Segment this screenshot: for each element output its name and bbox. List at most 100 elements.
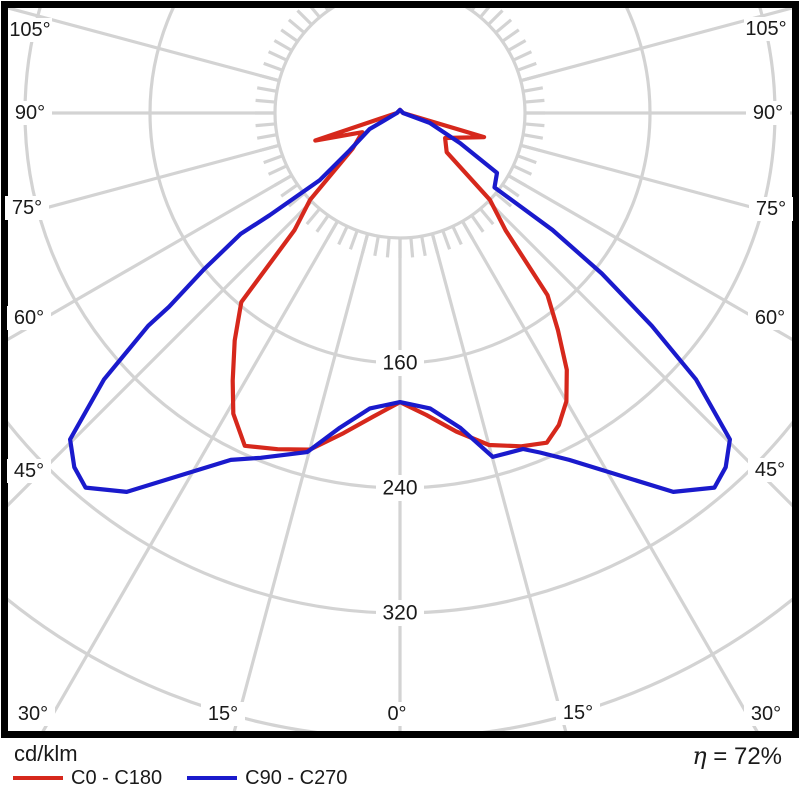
angle-label: 15°	[563, 702, 593, 724]
eta-symbol: η	[692, 742, 707, 770]
grid-minor-tick	[324, 8, 331, 13]
grid-minor-tick	[478, 8, 491, 20]
grid-spoke	[8, 173, 294, 342]
grid-spoke	[506, 173, 792, 342]
grid-minor-tick	[440, 228, 452, 250]
grid-minor-tick	[337, 224, 350, 246]
grid-minor-tick	[493, 191, 513, 208]
grid-minor-tick	[511, 163, 533, 176]
curve-c90-c270	[68, 107, 732, 494]
angle-label: 45°	[14, 460, 44, 482]
grid-minor-tick	[515, 153, 537, 165]
grid-minor-tick	[296, 9, 314, 27]
grid-spoke	[8, 199, 314, 508]
grid-minor-tick	[263, 153, 285, 165]
grid-minor-tick	[521, 86, 544, 94]
angle-label-backing	[8, 18, 52, 42]
angle-label-backing	[746, 101, 790, 125]
angle-label-backing	[744, 702, 788, 726]
angle-label: 75°	[12, 197, 42, 219]
grid-minor-tick	[500, 28, 520, 44]
grid-minor-tick	[348, 228, 360, 250]
angle-label: 60°	[14, 307, 44, 329]
grid-minor-tick	[450, 224, 463, 246]
angle-label: 105°	[745, 18, 786, 40]
grid-minor-tick	[267, 163, 289, 176]
grid-minor-tick	[280, 182, 300, 198]
grid-minor-tick	[506, 39, 527, 53]
grid-minor-tick	[452, 0, 461, 1]
radial-label-backing	[376, 350, 424, 376]
angle-label-backing	[5, 196, 49, 220]
grid-spoke	[232, 232, 370, 731]
curve-c0-c180	[230, 107, 569, 452]
angle-label-backing	[748, 306, 792, 330]
grid-minor-tick	[255, 122, 277, 128]
grid-minor-tick	[273, 39, 294, 53]
angle-label: 90°	[15, 102, 45, 124]
angle-label-backing	[8, 101, 52, 125]
angle-label-backing	[748, 458, 792, 482]
grid-minor-tick	[523, 98, 545, 104]
grid-minor-tick	[256, 132, 279, 140]
radial-label: 240	[382, 477, 417, 500]
grid-minor-tick	[385, 236, 391, 258]
plot-frame	[1, 1, 799, 738]
angle-label: 90°	[753, 102, 783, 124]
grid-minor-tick	[255, 98, 277, 104]
grid-spoke	[8, 143, 281, 220]
grid-minor-tick	[305, 206, 322, 226]
legend-swatch-c90	[187, 775, 238, 781]
grid-spoke	[486, 199, 792, 508]
grid-spoke	[8, 8, 281, 83]
grid-minor-tick	[511, 50, 533, 63]
grid-minor-tick	[486, 9, 504, 27]
angle-label: 30°	[751, 703, 781, 725]
angle-label: 15°	[208, 703, 238, 725]
axis-labels: 105° 90° 75° 60° 45° 30° 15° 0° 15° 30° 45° 60° 75° 9…	[5, 17, 793, 726]
grid-minor-tick	[469, 8, 476, 13]
angle-label-backing	[7, 306, 51, 330]
grid-minor-tick	[280, 28, 300, 44]
legend-label-c0: C0 - C180	[71, 766, 163, 789]
radial-label-backing	[376, 600, 424, 626]
grid-minor-tick	[256, 86, 279, 94]
angle-label-backing	[201, 702, 245, 726]
grid-minor-tick	[500, 182, 520, 198]
grid-minor-tick	[287, 18, 307, 35]
angle-label: 75°	[756, 198, 786, 220]
grid-minor-tick	[469, 213, 485, 233]
legend: C0 - C180 C90 - C270	[13, 766, 347, 789]
grid-minor-tick	[309, 8, 322, 20]
angle-label: 30°	[18, 703, 48, 725]
grid-spoke	[519, 143, 792, 220]
efficiency-value: = 72%	[713, 743, 782, 770]
radial-label-backing	[376, 475, 424, 501]
grid-minor-tick	[409, 236, 415, 258]
curves	[68, 107, 732, 494]
legend-swatch-c0	[13, 775, 63, 781]
angle-label-backing	[749, 197, 793, 221]
angle-label-backing	[744, 17, 788, 41]
polar-chart: 105° 90° 75° 60° 45° 30° 15° 0° 15° 30° 45° 60° 75° 9…	[1, 0, 799, 738]
grid-minor-tick	[315, 213, 331, 233]
grid-minor-tick	[478, 206, 495, 226]
angle-label: 0°	[387, 703, 406, 725]
radial-label: 160	[382, 352, 417, 375]
grid-minor-tick	[339, 0, 348, 1]
grid-minor-tick	[373, 234, 381, 257]
unit-label: cd/klm	[14, 741, 78, 766]
angle-label: 45°	[755, 459, 785, 481]
grid-minor-tick	[523, 122, 545, 128]
grid-minor-tick	[287, 191, 307, 208]
grid-minor-tick	[493, 18, 513, 35]
grid-minor-tick	[515, 61, 537, 73]
grid-spoke	[430, 232, 568, 731]
grid-minor-tick	[419, 234, 427, 257]
grid-minor-tick	[267, 50, 289, 63]
angle-label-backing	[375, 702, 419, 726]
angle-label-backing	[556, 701, 600, 725]
grid-minor-tick	[521, 132, 544, 140]
grid-spoke	[460, 219, 759, 731]
